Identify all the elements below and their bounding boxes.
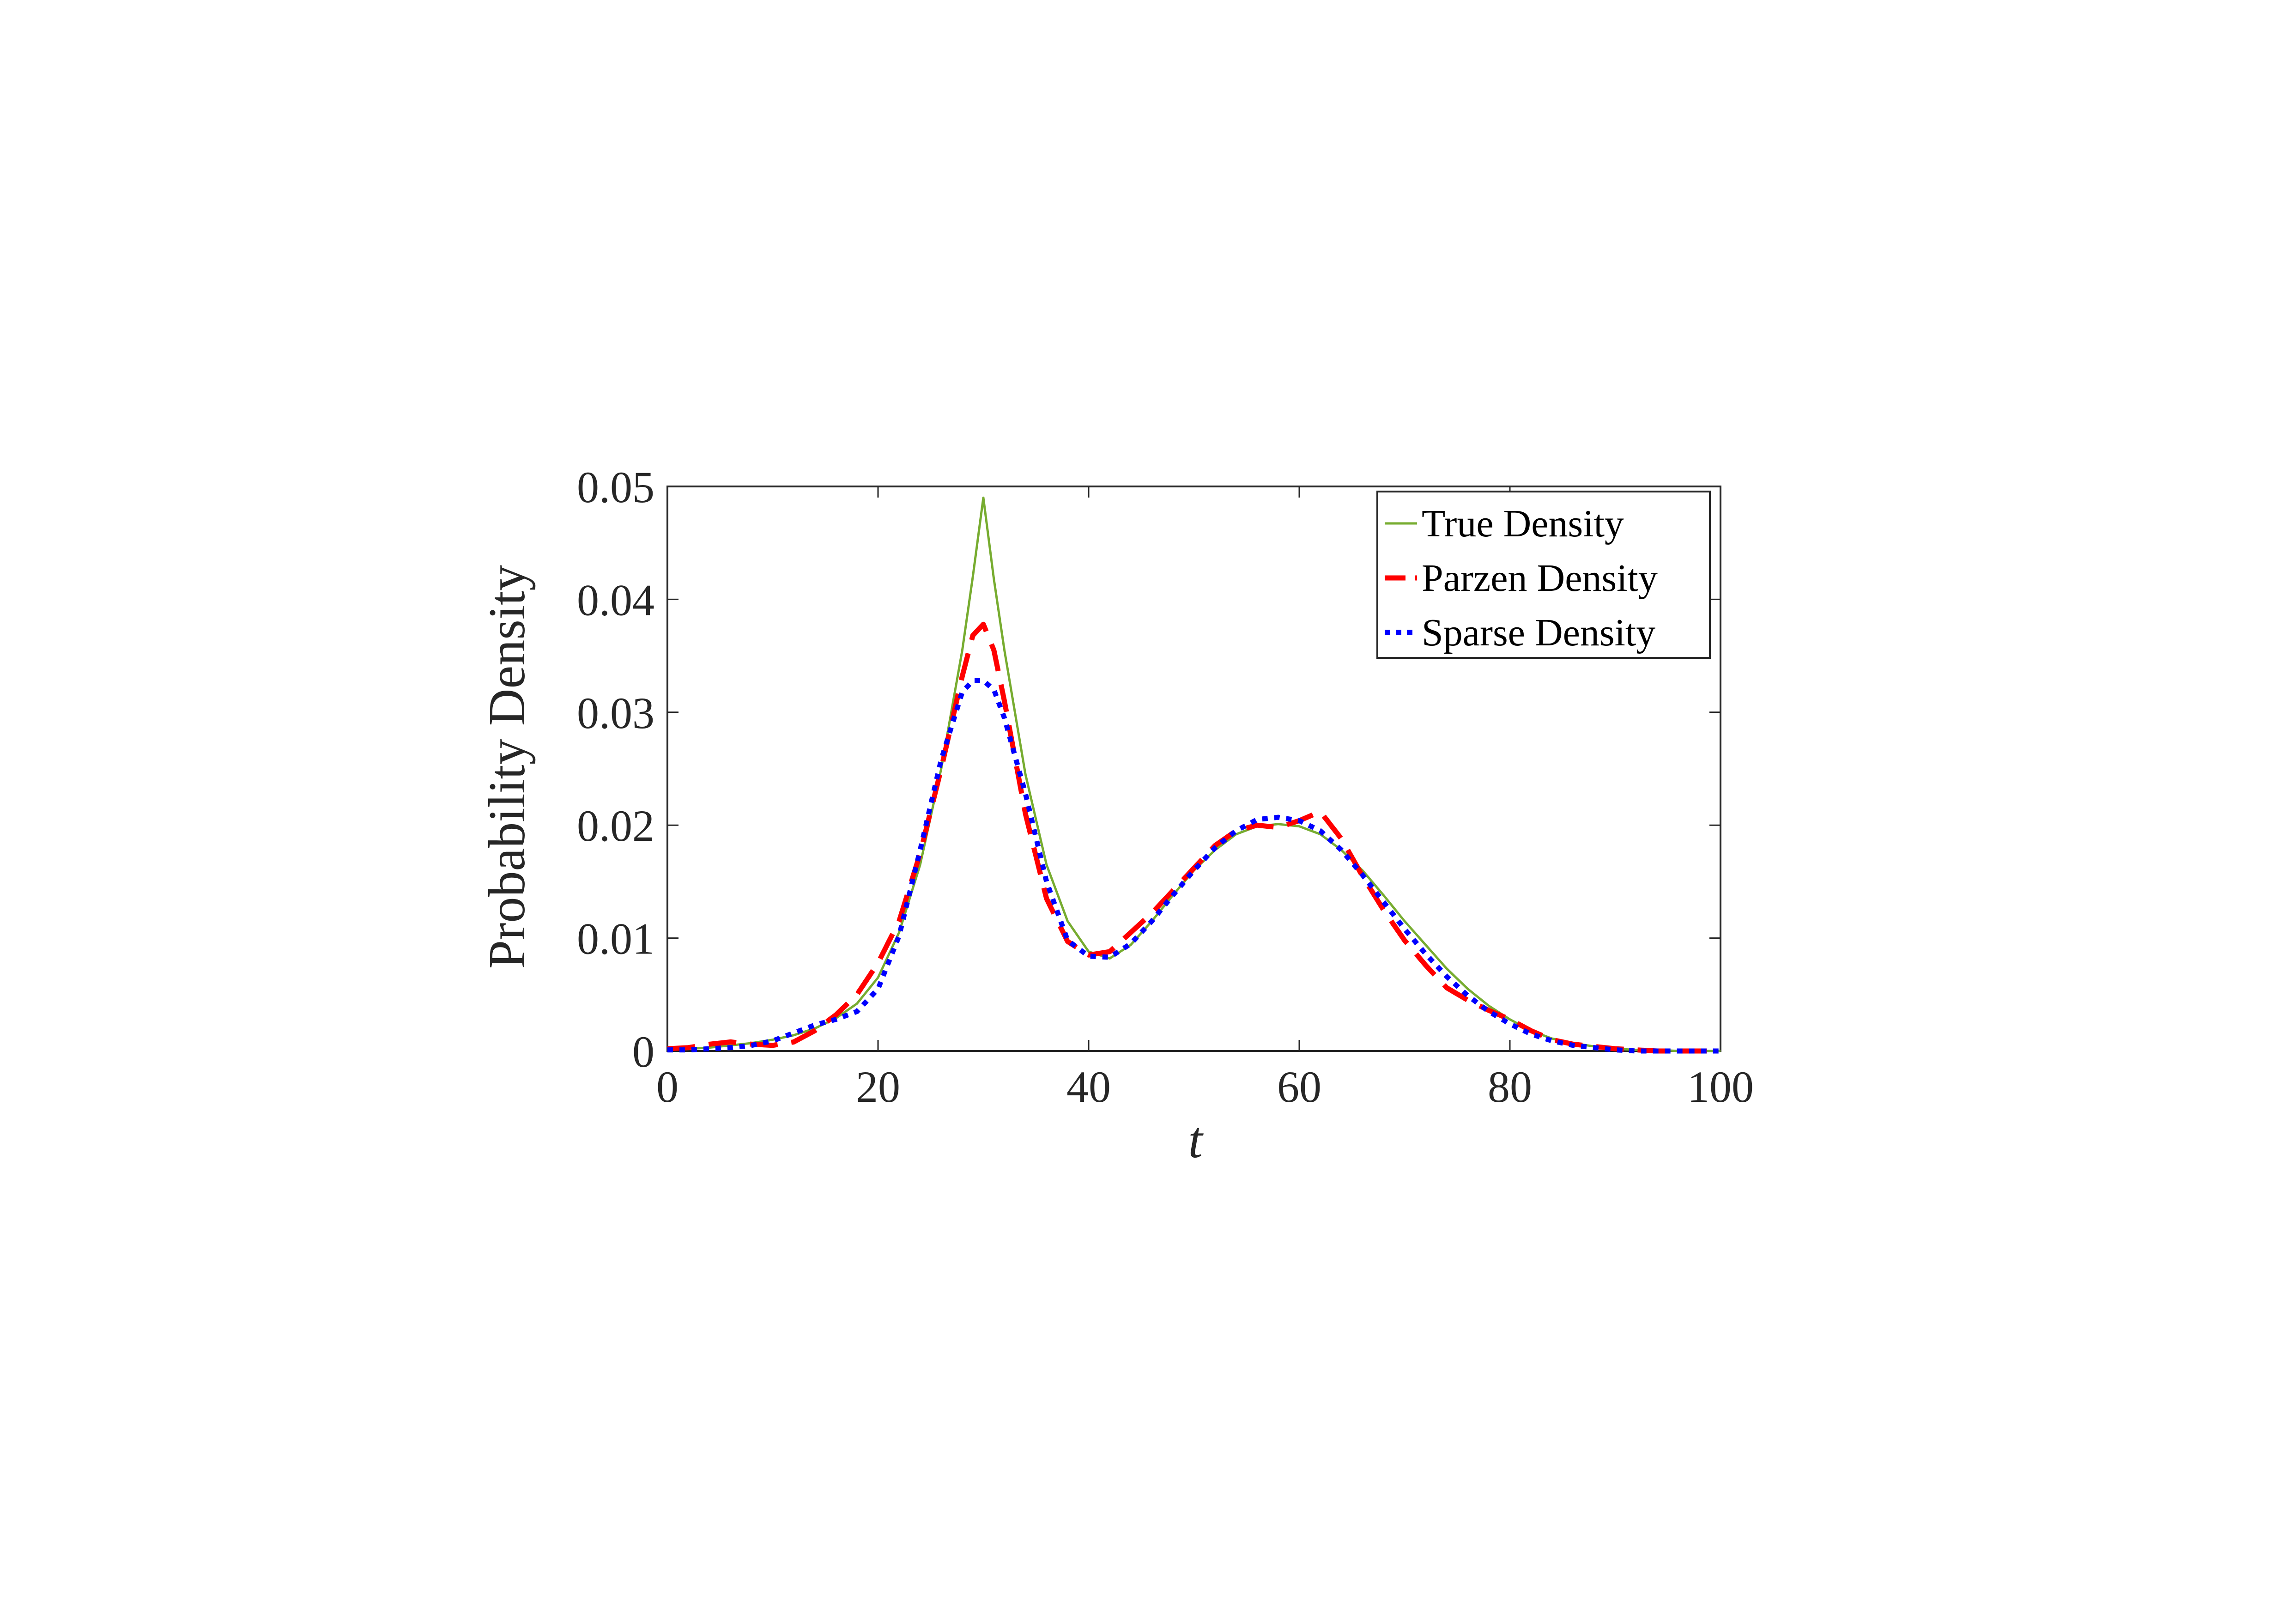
series-line-2 (667, 678, 1720, 1054)
x-tick-label: 60 (1277, 1062, 1321, 1112)
legend-box (1376, 491, 1711, 659)
y-axis-label: Probability Density (479, 565, 536, 969)
legend: True Density Parzen Density Sparse Density (1376, 491, 1711, 659)
x-tick-label: 100 (1687, 1062, 1754, 1112)
x-tick-label: 40 (1066, 1062, 1111, 1112)
y-tick-label: 0.01 (577, 914, 654, 964)
y-tick-label: 0.03 (577, 688, 654, 738)
series-lines (667, 496, 1720, 1054)
x-axis-label: t (1188, 1112, 1204, 1169)
y-tick-label: 0.02 (577, 801, 654, 850)
x-tick-label: 20 (856, 1062, 900, 1112)
x-tick-label: 0 (656, 1062, 679, 1112)
legend-label-0: True Density (1422, 502, 1624, 545)
legend-label-1: Parzen Density (1422, 557, 1658, 600)
legend-label-2: Sparse Density (1422, 611, 1655, 654)
axis-ticks: 0 20 40 60 80 100 0 0.01 0.02 0.03 0.04 0.05 (577, 462, 1754, 1112)
y-tick-label: 0 (632, 1027, 654, 1076)
x-tick-label: 80 (1488, 1062, 1532, 1112)
y-tick-label: 0.04 (577, 575, 654, 625)
y-tick-label: 0.05 (577, 462, 654, 512)
